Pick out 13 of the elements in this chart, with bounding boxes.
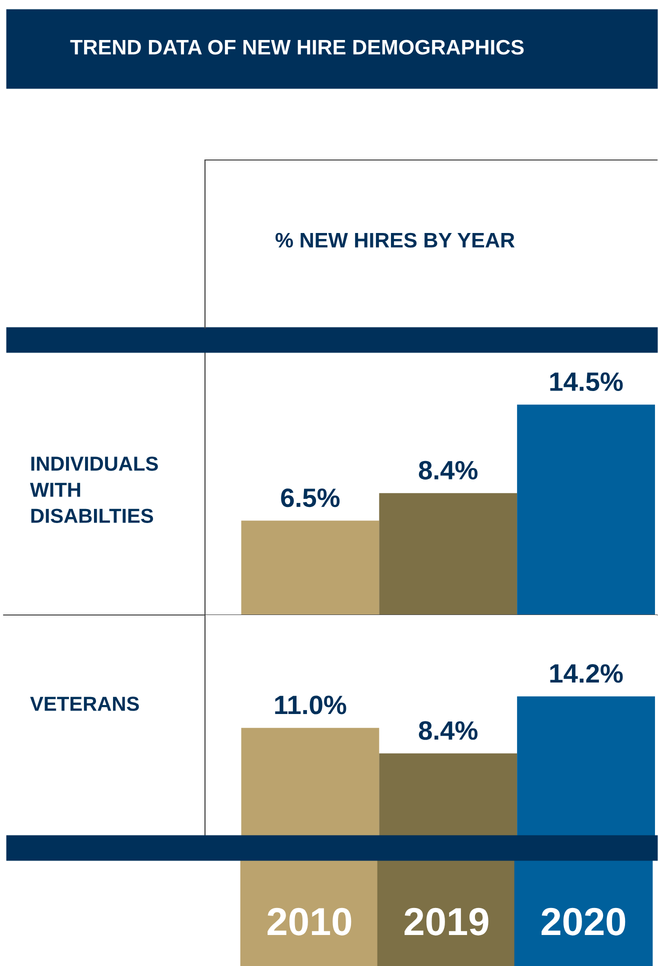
data-label: 11.0% xyxy=(275,696,346,714)
data-label: 8.4% xyxy=(418,460,478,480)
chart-title: TREND DATA OF NEW HIRE DEMOGRAPHICS xyxy=(70,40,524,55)
data-label: 14.2% xyxy=(550,664,623,683)
data-label: 6.5% xyxy=(281,488,340,508)
y-axis-title: INDIVIDUALS WITH DISABILTIES xyxy=(30,456,158,523)
data-label: 8.4% xyxy=(418,721,478,740)
y-axis-title: VETERANS xyxy=(30,696,139,711)
data-label: 14.5% xyxy=(550,372,623,392)
x-tick-label: 2010 xyxy=(268,908,352,936)
x-tick-label: 2019 xyxy=(404,908,488,936)
x-tick-label: 2020 xyxy=(542,908,626,936)
chart-subtitle: % NEW HIRES BY YEAR xyxy=(276,232,515,248)
